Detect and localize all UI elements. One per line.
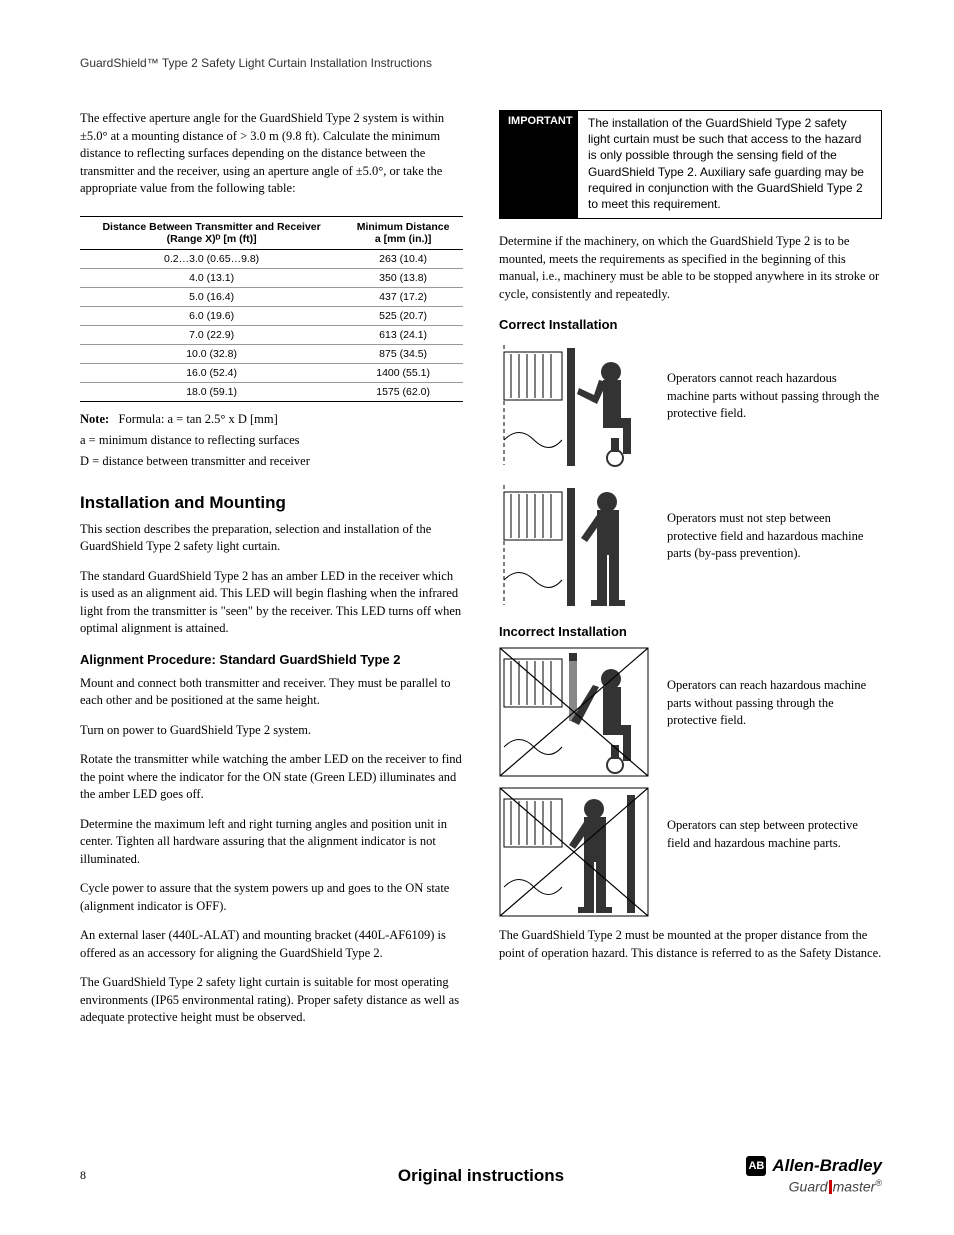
table-row: 0.2…3.0 (0.65…9.8)263 (10.4) [80, 249, 463, 268]
correct-caption-1: Operators cannot reach hazardous machine… [667, 340, 882, 423]
align-p7: Cycle power to assure that the system po… [80, 880, 463, 915]
table-row: 6.0 (19.6)525 (20.7) [80, 306, 463, 325]
align-p5: Rotate the transmitter while watching th… [80, 751, 463, 804]
incorrect-row-2: Operators can step between protective fi… [499, 787, 882, 917]
incorrect-diagram-2 [499, 787, 649, 917]
table-row: 7.0 (22.9)613 (24.1) [80, 325, 463, 344]
important-callout: IMPORTANT The installation of the GuardS… [499, 110, 882, 219]
table-row: 18.0 (59.1)1575 (62.0) [80, 382, 463, 401]
right-p2: The GuardShield Type 2 must be mounted a… [499, 927, 882, 962]
ab-icon: AB [746, 1156, 766, 1176]
important-label: IMPORTANT [500, 111, 578, 218]
note-formula: Note: Formula: a = tan 2.5° x D [mm] [80, 412, 463, 427]
content-columns: The effective aperture angle for the Gua… [80, 110, 882, 1039]
alignment-heading: Alignment Procedure: Standard GuardShiel… [80, 652, 463, 667]
installation-heading: Installation and Mounting [80, 493, 463, 513]
correct-row-1: Operators cannot reach hazardous machine… [499, 340, 882, 470]
table-row: 10.0 (32.8)875 (34.5) [80, 344, 463, 363]
align-p6: Determine the maximum left and right tur… [80, 816, 463, 869]
correct-caption-2: Operators must not step between protecti… [667, 480, 882, 563]
align-p4: Turn on power to GuardShield Type 2 syst… [80, 722, 463, 740]
correct-row-2: Operators must not step between protecti… [499, 480, 882, 610]
important-text: The installation of the GuardShield Type… [578, 111, 881, 218]
incorrect-caption-1: Operators can reach hazardous machine pa… [667, 647, 882, 730]
footer-title: Original instructions [398, 1166, 564, 1186]
note-a: a = minimum distance to reflecting surfa… [80, 433, 463, 448]
correct-install-heading: Correct Installation [499, 317, 882, 332]
intro-paragraph: The effective aperture angle for the Gua… [80, 110, 463, 198]
right-column: IMPORTANT The installation of the GuardS… [499, 110, 882, 1039]
incorrect-caption-2: Operators can step between protective fi… [667, 787, 882, 852]
table-header-1: Distance Between Transmitter and Receive… [80, 216, 343, 249]
incorrect-diagram-1 [499, 647, 649, 777]
incorrect-install-heading: Incorrect Installation [499, 624, 882, 639]
left-column: The effective aperture angle for the Gua… [80, 110, 463, 1039]
brand-subtitle: Guardmaster® [746, 1178, 882, 1195]
right-p1: Determine if the machinery, on which the… [499, 233, 882, 303]
align-p3: Mount and connect both transmitter and r… [80, 675, 463, 710]
table-row: 4.0 (13.1)350 (13.8) [80, 268, 463, 287]
correct-diagram-1 [499, 340, 649, 470]
install-p1: This section describes the preparation, … [80, 521, 463, 556]
table-row: 5.0 (16.4)437 (17.2) [80, 287, 463, 306]
page-footer: 8 Original instructions AB Allen-Bradley… [80, 1156, 882, 1195]
table-header-2: Minimum Distance a [mm (in.)] [343, 216, 463, 249]
note-d: D = distance between transmitter and rec… [80, 454, 463, 469]
align-p8: An external laser (440L-ALAT) and mounti… [80, 927, 463, 962]
correct-diagram-2 [499, 480, 649, 610]
page-number: 8 [80, 1168, 86, 1183]
distance-table: Distance Between Transmitter and Receive… [80, 216, 463, 402]
align-p9: The GuardShield Type 2 safety light curt… [80, 974, 463, 1027]
install-p2: The standard GuardShield Type 2 has an a… [80, 568, 463, 638]
doc-header: GuardShield™ Type 2 Safety Light Curtain… [80, 56, 882, 70]
incorrect-row-1: Operators can reach hazardous machine pa… [499, 647, 882, 777]
table-row: 16.0 (52.4)1400 (55.1) [80, 363, 463, 382]
brand-logo: AB Allen-Bradley Guardmaster® [746, 1156, 882, 1195]
brand-name: Allen-Bradley [772, 1156, 882, 1176]
